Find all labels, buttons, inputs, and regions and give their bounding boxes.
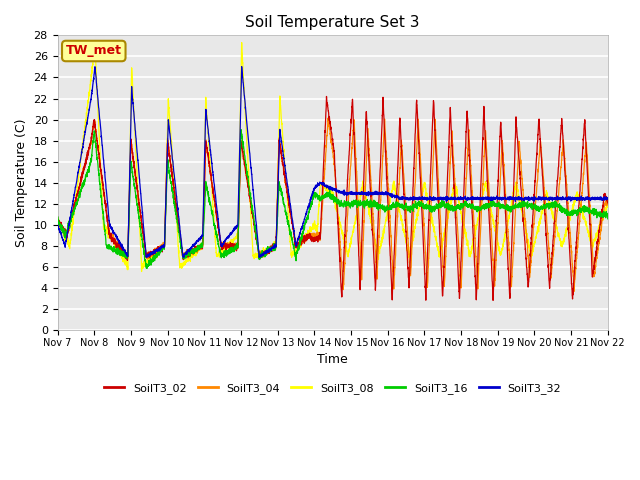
- SoilT3_02: [88, 132, 96, 137]
- SoilT3_02: [54, 214, 61, 220]
- SoilT3_32: [120, 247, 127, 252]
- SoilT3_32: [225, 234, 232, 240]
- SoilT3_32: [54, 224, 61, 229]
- SoilT3_32: [119, 244, 127, 250]
- Line: SoilT3_08: SoilT3_08: [58, 43, 608, 272]
- SoilT3_02: [489, 298, 497, 303]
- SoilT3_16: [119, 253, 127, 259]
- SoilT3_02: [479, 142, 486, 147]
- SoilT3_02: [225, 242, 232, 248]
- SoilT3_16: [479, 203, 486, 208]
- SoilT3_08: [120, 254, 127, 260]
- Legend: SoilT3_02, SoilT3_04, SoilT3_08, SoilT3_16, SoilT3_32: SoilT3_02, SoilT3_04, SoilT3_08, SoilT3_…: [100, 379, 566, 398]
- Text: TW_met: TW_met: [66, 45, 122, 58]
- SoilT3_32: [88, 88, 96, 94]
- SoilT3_08: [238, 40, 246, 46]
- SoilT3_02: [434, 190, 442, 195]
- SoilT3_02: [119, 249, 127, 255]
- SoilT3_16: [88, 147, 96, 153]
- SoilT3_16: [143, 265, 151, 271]
- SoilT3_04: [225, 243, 232, 249]
- SoilT3_04: [479, 191, 486, 196]
- Line: SoilT3_16: SoilT3_16: [58, 130, 608, 268]
- SoilT3_16: [120, 252, 127, 258]
- SoilT3_04: [604, 200, 612, 206]
- X-axis label: Time: Time: [317, 353, 348, 366]
- SoilT3_08: [54, 216, 61, 222]
- SoilT3_04: [88, 131, 96, 137]
- Line: SoilT3_04: SoilT3_04: [58, 118, 608, 291]
- SoilT3_08: [479, 192, 486, 197]
- SoilT3_16: [225, 247, 232, 252]
- SoilT3_04: [570, 288, 578, 294]
- SoilT3_32: [479, 194, 486, 200]
- Y-axis label: Soil Temperature (C): Soil Temperature (C): [15, 119, 28, 247]
- SoilT3_16: [604, 216, 612, 222]
- SoilT3_32: [255, 254, 263, 260]
- SoilT3_04: [120, 249, 127, 255]
- SoilT3_02: [604, 200, 612, 206]
- SoilT3_08: [88, 64, 96, 70]
- Title: Soil Temperature Set 3: Soil Temperature Set 3: [245, 15, 420, 30]
- Line: SoilT3_32: SoilT3_32: [58, 67, 608, 257]
- SoilT3_08: [604, 204, 612, 210]
- SoilT3_16: [237, 127, 244, 132]
- SoilT3_04: [54, 216, 61, 222]
- SoilT3_08: [119, 252, 127, 258]
- SoilT3_02: [120, 248, 127, 254]
- SoilT3_32: [604, 195, 612, 201]
- Line: SoilT3_02: SoilT3_02: [58, 96, 608, 300]
- SoilT3_04: [434, 166, 442, 172]
- SoilT3_04: [324, 115, 332, 121]
- SoilT3_08: [225, 240, 232, 246]
- SoilT3_08: [434, 243, 442, 249]
- SoilT3_04: [119, 248, 127, 253]
- SoilT3_16: [54, 217, 61, 223]
- SoilT3_16: [434, 204, 442, 209]
- SoilT3_08: [138, 269, 145, 275]
- SoilT3_32: [238, 64, 246, 70]
- SoilT3_02: [323, 94, 330, 99]
- SoilT3_32: [434, 196, 442, 202]
